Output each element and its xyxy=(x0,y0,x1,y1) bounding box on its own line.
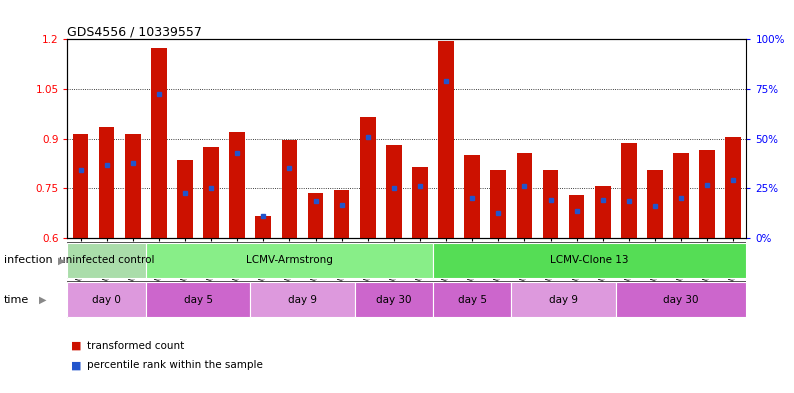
Bar xyxy=(256,216,272,238)
Text: GDS4556 / 10339557: GDS4556 / 10339557 xyxy=(67,25,202,38)
Text: day 30: day 30 xyxy=(663,295,699,305)
Text: LCMV-Armstrong: LCMV-Armstrong xyxy=(246,255,333,265)
Bar xyxy=(355,283,433,317)
Text: time: time xyxy=(4,295,29,305)
Bar xyxy=(67,283,146,317)
Bar xyxy=(433,243,746,277)
Bar xyxy=(67,243,146,277)
Text: infection: infection xyxy=(4,255,52,265)
Text: ■: ■ xyxy=(71,341,82,351)
Bar xyxy=(282,140,297,238)
Text: day 5: day 5 xyxy=(457,295,487,305)
Text: day 9: day 9 xyxy=(288,295,317,305)
Bar xyxy=(203,147,219,238)
Bar xyxy=(569,195,584,238)
Bar xyxy=(360,117,376,238)
Bar xyxy=(517,153,532,238)
Text: ▶: ▶ xyxy=(39,295,46,305)
Bar xyxy=(333,190,349,238)
Text: ■: ■ xyxy=(71,360,82,371)
Bar xyxy=(146,283,250,317)
Text: day 5: day 5 xyxy=(183,295,213,305)
Bar xyxy=(125,134,141,238)
Text: day 30: day 30 xyxy=(376,295,411,305)
Bar xyxy=(433,283,511,317)
Text: uninfected control: uninfected control xyxy=(59,255,154,265)
Text: day 9: day 9 xyxy=(549,295,578,305)
Bar xyxy=(177,160,193,238)
Bar xyxy=(464,155,480,238)
Bar xyxy=(491,170,506,238)
Bar xyxy=(73,134,88,238)
Bar xyxy=(229,132,245,238)
Bar xyxy=(647,170,663,238)
Bar xyxy=(621,143,637,238)
Bar xyxy=(386,145,402,238)
Bar xyxy=(438,41,454,238)
Bar xyxy=(412,167,428,238)
Bar xyxy=(616,283,746,317)
Bar xyxy=(726,137,741,238)
Bar xyxy=(308,193,323,238)
Text: ▶: ▶ xyxy=(58,255,65,265)
Text: LCMV-Clone 13: LCMV-Clone 13 xyxy=(550,255,629,265)
Bar xyxy=(700,150,715,238)
Text: day 0: day 0 xyxy=(92,295,121,305)
Bar xyxy=(595,187,611,238)
Bar xyxy=(146,243,433,277)
Bar xyxy=(250,283,355,317)
Bar xyxy=(673,153,689,238)
Bar xyxy=(151,48,167,238)
Text: transformed count: transformed count xyxy=(87,341,184,351)
Bar xyxy=(98,127,114,238)
Bar xyxy=(543,170,558,238)
Text: percentile rank within the sample: percentile rank within the sample xyxy=(87,360,264,371)
Bar xyxy=(511,283,616,317)
